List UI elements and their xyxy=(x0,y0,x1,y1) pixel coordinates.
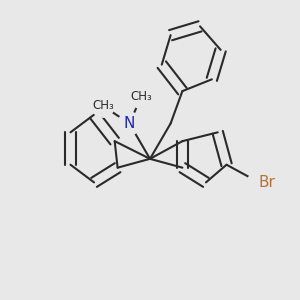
Text: N: N xyxy=(124,116,135,131)
Text: Br: Br xyxy=(259,175,276,190)
Text: CH₃: CH₃ xyxy=(130,91,152,103)
Circle shape xyxy=(118,112,141,135)
Circle shape xyxy=(92,94,114,117)
Text: CH₃: CH₃ xyxy=(92,99,114,112)
Circle shape xyxy=(130,86,152,108)
Circle shape xyxy=(248,171,270,194)
